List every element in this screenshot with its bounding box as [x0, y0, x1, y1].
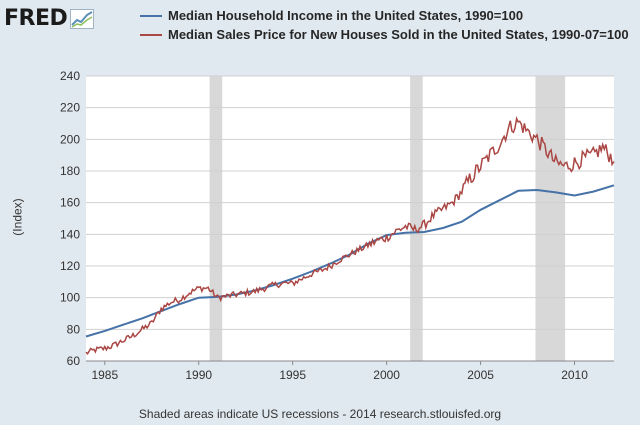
x-tick-label: 2005 [467, 368, 494, 382]
plot-area [86, 76, 614, 361]
y-tick-label: 80 [67, 322, 81, 336]
y-tick-label: 60 [67, 354, 81, 368]
series-line-sales [85, 116, 615, 356]
trend-chart-icon [70, 8, 95, 29]
legend-swatch-sales [140, 34, 162, 36]
y-tick-label: 220 [60, 101, 80, 115]
x-tick-label: 2010 [561, 368, 588, 382]
fred-logo: FRED [4, 6, 95, 31]
y-tick-label: 200 [60, 132, 80, 146]
y-tick-label: 100 [60, 291, 80, 305]
y-tick-label: 160 [60, 196, 80, 210]
y-tick-label: 120 [60, 259, 80, 273]
legend-item-income: Median Household Income in the United St… [140, 8, 635, 24]
legend-label-sales: Median Sales Price for New Houses Sold i… [168, 27, 629, 42]
x-tick-label: 1985 [91, 368, 118, 382]
series-line-income [85, 184, 615, 338]
legend-swatch-income [140, 15, 162, 17]
fred-logo-text: FRED [4, 6, 68, 31]
y-tick-label: 180 [60, 164, 80, 178]
x-tick-label: 1990 [185, 368, 212, 382]
legend-label-income: Median Household Income in the United St… [168, 8, 524, 23]
y-tick-label: 140 [60, 227, 80, 241]
recession-band [209, 76, 223, 361]
recession-band [535, 76, 566, 361]
legend-item-sales: Median Sales Price for New Houses Sold i… [140, 27, 635, 43]
source-note: Shaded areas indicate US recessions - 20… [138, 407, 502, 421]
chart-legend: Median Household Income in the United St… [140, 8, 635, 46]
recession-band [410, 76, 423, 361]
x-tick-label: 1995 [279, 368, 306, 382]
x-tick-label: 2000 [373, 368, 400, 382]
y-tick-label: 240 [60, 69, 80, 83]
